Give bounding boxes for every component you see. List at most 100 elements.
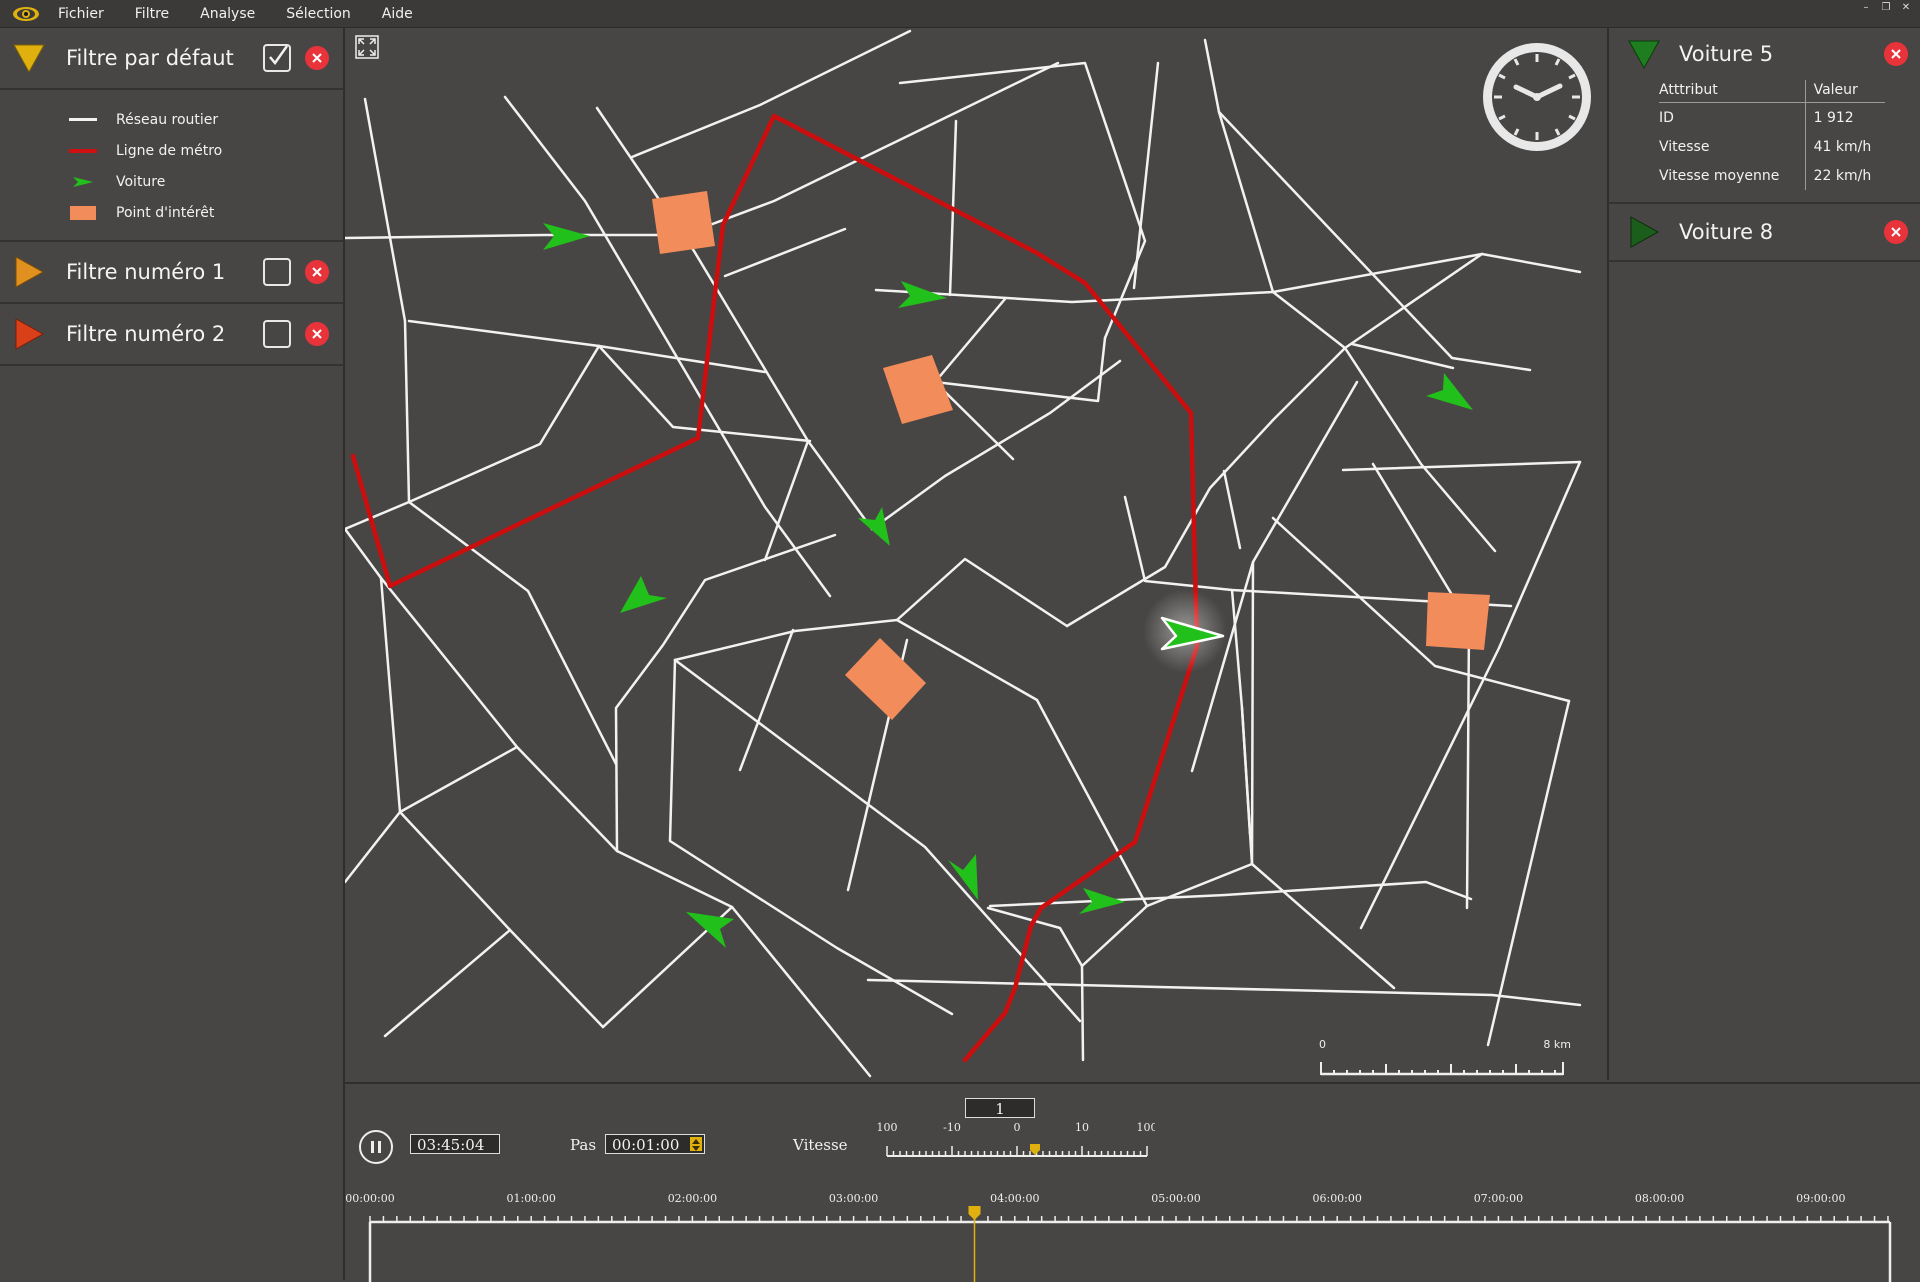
timeline-label: 08:00:00 — [1634, 1192, 1685, 1205]
car-arrow[interactable] — [620, 576, 667, 613]
clock-icon[interactable] — [1478, 38, 1596, 156]
legend-item-road: Réseau routier — [0, 104, 343, 135]
poi-square[interactable] — [845, 638, 926, 720]
scale-min-label: 0 — [1319, 1038, 1326, 1051]
car-arrow[interactable] — [543, 223, 590, 250]
filter-row-2[interactable]: Filtre numéro 2 — [0, 304, 343, 366]
close-icon — [1891, 49, 1901, 59]
timeline-label: 03:00:00 — [828, 1192, 879, 1205]
close-icon — [1891, 227, 1901, 237]
remove-filter-button[interactable] — [305, 46, 329, 70]
filter-title: Filtre numéro 2 — [66, 322, 226, 346]
speed-slider-track: 100 -10 0 10 100 — [877, 1121, 1158, 1157]
current-time-field[interactable]: 03:45:04 — [410, 1134, 500, 1154]
close-window-icon[interactable]: ✕ — [1901, 2, 1911, 13]
timeline[interactable]: 00:00:00 01:00:00 02:00:00 03:00:00 04:00:00… — [345, 1192, 1920, 1282]
legend-label: Voiture — [116, 173, 166, 190]
pause-icon — [378, 1141, 381, 1153]
menu-filtre[interactable]: Filtre — [134, 5, 170, 22]
remove-car-button[interactable] — [1884, 42, 1908, 66]
filter-row-1[interactable]: Filtre numéro 1 — [0, 242, 343, 304]
selected-car-arrow[interactable] — [1160, 616, 1225, 651]
car-card-voiture-5: Voiture 5 Atttribut Valeur ID 1 912 Vite… — [1609, 28, 1920, 204]
attr-name: ID — [1659, 109, 1674, 126]
car-card-header[interactable]: Voiture 5 — [1609, 28, 1920, 80]
poi-square[interactable] — [652, 191, 715, 254]
car-title: Voiture 5 — [1679, 42, 1774, 66]
car-arrow[interactable] — [898, 281, 947, 308]
speed-value-field[interactable]: 1 — [965, 1098, 1035, 1118]
column-header: Valeur — [1804, 80, 1885, 103]
poi-square[interactable] — [883, 355, 953, 424]
menu-selection[interactable]: Sélection — [286, 5, 351, 22]
speed-slider-thumb[interactable] — [1030, 1144, 1040, 1155]
close-icon — [312, 53, 322, 63]
minimize-icon[interactable]: – — [1863, 2, 1869, 13]
legend-item-metro: Ligne de métro — [0, 135, 343, 166]
map-legend: Réseau routier Ligne de métro Voiture Po… — [0, 90, 343, 242]
pause-button[interactable] — [359, 1130, 393, 1164]
filter-row-default[interactable]: Filtre par défaut — [0, 28, 343, 90]
triangle-right-icon[interactable] — [12, 317, 46, 351]
step-value: 00:01:00 — [612, 1136, 680, 1154]
car-card-voiture-8: Voiture 8 — [1609, 204, 1920, 262]
timeline-label: 01:00:00 — [506, 1192, 556, 1205]
pause-icon — [371, 1141, 374, 1153]
filter-checkbox[interactable] — [263, 320, 291, 348]
remove-filter-button[interactable] — [305, 260, 329, 284]
table-row: ID 1 912 — [1659, 102, 1885, 132]
car-arrow[interactable] — [1079, 888, 1125, 914]
filter-checkbox-checked[interactable] — [263, 44, 291, 72]
legend-label: Réseau routier — [116, 111, 219, 128]
playback-panel: 03:45:04 Pas 00:01:00 Vitesse 1 100 -10 … — [345, 1082, 1920, 1282]
step-spinner[interactable] — [690, 1137, 702, 1151]
triangle-right-icon[interactable] — [12, 255, 46, 289]
step-input[interactable]: 00:01:00 — [605, 1134, 705, 1154]
attr-value: 41 km/h — [1804, 132, 1885, 161]
timeline-label: 07:00:00 — [1473, 1192, 1524, 1205]
car-arrow[interactable] — [1426, 373, 1473, 410]
car-arrow[interactable] — [858, 507, 890, 546]
timeline-label: 00:00:00 — [345, 1192, 395, 1205]
road-line-icon — [68, 118, 98, 121]
timeline-track — [368, 1206, 1892, 1282]
timeline-label: 02:00:00 — [667, 1192, 718, 1205]
restore-icon[interactable]: ❐ — [1881, 2, 1891, 13]
street-network — [345, 29, 1582, 1078]
close-icon — [312, 267, 322, 277]
car-attribute-table: Atttribut Valeur ID 1 912 Vitesse 41 km/… — [1659, 80, 1885, 190]
speed-tick-label: 0 — [1014, 1122, 1021, 1134]
map-scale-bar: 0 8 km — [1317, 1038, 1571, 1078]
filter-panel: Filtre par défaut Réseau routier Ligne d… — [0, 28, 345, 1280]
map-view[interactable]: 0 8 km — [345, 28, 1607, 1080]
eye-logo-icon — [13, 6, 39, 21]
legend-label: Ligne de métro — [116, 142, 223, 159]
menu-fichier[interactable]: Fichier — [58, 5, 104, 22]
car-card-header[interactable]: Voiture 8 — [1609, 204, 1920, 260]
road-network — [345, 29, 1582, 1078]
poi-square[interactable] — [1426, 592, 1490, 650]
attr-value: 1 912 — [1804, 102, 1885, 132]
table-header-row: Atttribut Valeur — [1659, 80, 1885, 103]
speed-slider[interactable]: 100 -10 0 10 100 — [865, 1121, 1158, 1162]
menu-aide[interactable]: Aide — [381, 5, 413, 22]
timeline-cursor[interactable] — [968, 1206, 981, 1220]
close-icon — [312, 329, 322, 339]
menu-analyse[interactable]: Analyse — [200, 5, 256, 22]
car-arrow[interactable] — [686, 912, 734, 948]
legend-item-poi: Point d'intérêt — [0, 197, 343, 228]
car-arrow[interactable] — [948, 854, 978, 900]
triangle-right-icon[interactable] — [1627, 215, 1661, 249]
filter-checkbox[interactable] — [263, 258, 291, 286]
timeline-label: 06:00:00 — [1312, 1192, 1362, 1205]
fullscreen-icon[interactable] — [355, 35, 379, 59]
filter-title: Filtre numéro 1 — [66, 260, 226, 284]
checkmark-icon — [269, 45, 289, 66]
remove-car-button[interactable] — [1884, 220, 1908, 244]
speed-tick-label: -10 — [943, 1122, 961, 1134]
remove-filter-button[interactable] — [305, 322, 329, 346]
triangle-down-icon[interactable] — [1627, 37, 1661, 71]
triangle-down-icon[interactable] — [12, 41, 46, 75]
speed-label: Vitesse — [793, 1136, 848, 1154]
car-details-panel: Voiture 5 Atttribut Valeur ID 1 912 Vite… — [1607, 28, 1920, 1080]
